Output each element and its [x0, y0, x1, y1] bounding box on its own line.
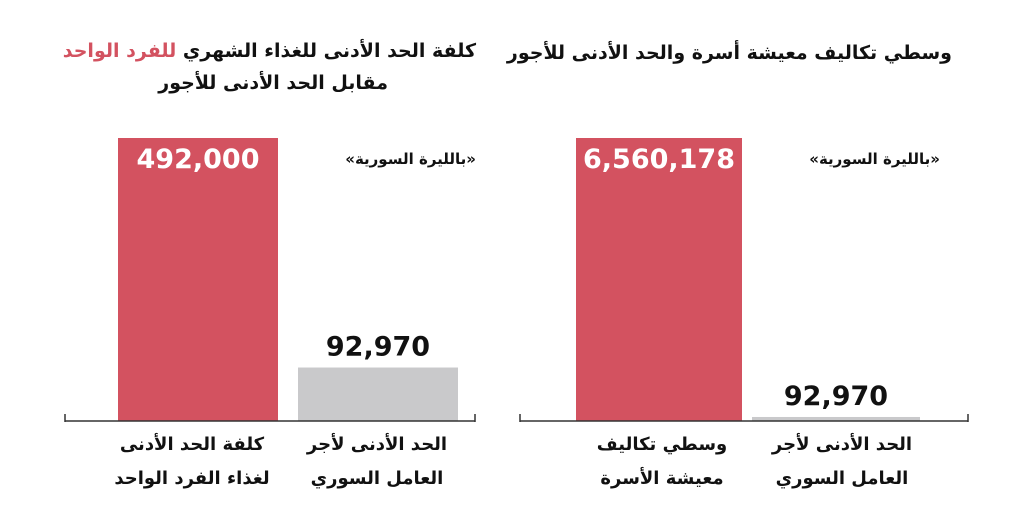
data-label: 6,560,178 [583, 144, 735, 175]
category-label-line: وسطي تكاليف [596, 434, 728, 455]
category-label-line: الحد الأدنى لأجر [306, 434, 448, 455]
chart-panel-food-vs-wage: كلفة الحد الأدنى للغذاء الشهري للفرد الو… [63, 36, 476, 496]
category-label: كلفة الحد الأدنى لغذاء الفرد الواحد [97, 428, 287, 496]
data-label: 492,000 [137, 144, 260, 175]
category-label-line: كلفة الحد الأدنى [119, 434, 265, 455]
chart-panel-living-cost-vs-wage: وسطي تكاليف معيشة أسرة والحد الأدنى للأج… [507, 0, 1024, 520]
category-label-line: العامل السوري [310, 468, 444, 489]
category-label-line: لغذاء الفرد الواحد [114, 468, 270, 489]
chart-title-highlight: للفرد الواحد [62, 40, 177, 62]
category-label: وسطي تكاليف معيشة الأسرة [567, 428, 757, 496]
category-label: الحد الأدنى لأجر العامل السوري [747, 428, 937, 496]
bar [118, 138, 278, 421]
chart-subtitle: مقابل الحد الأدنى للأجور [158, 72, 388, 94]
bar [576, 138, 742, 421]
category-label: الحد الأدنى لأجر العامل السوري [282, 428, 472, 496]
bar-chart: 6,560,178 92,970 [519, 138, 969, 422]
chart-title: كلفة الحد الأدنى للغذاء الشهري للفرد الو… [63, 36, 476, 66]
category-label-line: الحد الأدنى لأجر [771, 434, 913, 455]
chart-title-part: كلفة الحد الأدنى للغذاء الشهري [176, 40, 476, 62]
unit-note: «بالليرة السورية» [345, 150, 476, 168]
bar-chart: 492,000 92,970 [64, 138, 476, 422]
bar [298, 367, 458, 421]
unit-note: «بالليرة السورية» [809, 150, 940, 168]
data-label: 92,970 [784, 381, 888, 412]
data-label: 92,970 [326, 332, 430, 363]
category-label-line: العامل السوري [775, 468, 909, 489]
chart-title-part: وسطي تكاليف معيشة أسرة والحد الأدنى للأج… [506, 42, 952, 64]
bar [752, 416, 920, 421]
chart-title: وسطي تكاليف معيشة أسرة والحد الأدنى للأج… [507, 38, 952, 68]
category-label-line: معيشة الأسرة [600, 468, 724, 489]
